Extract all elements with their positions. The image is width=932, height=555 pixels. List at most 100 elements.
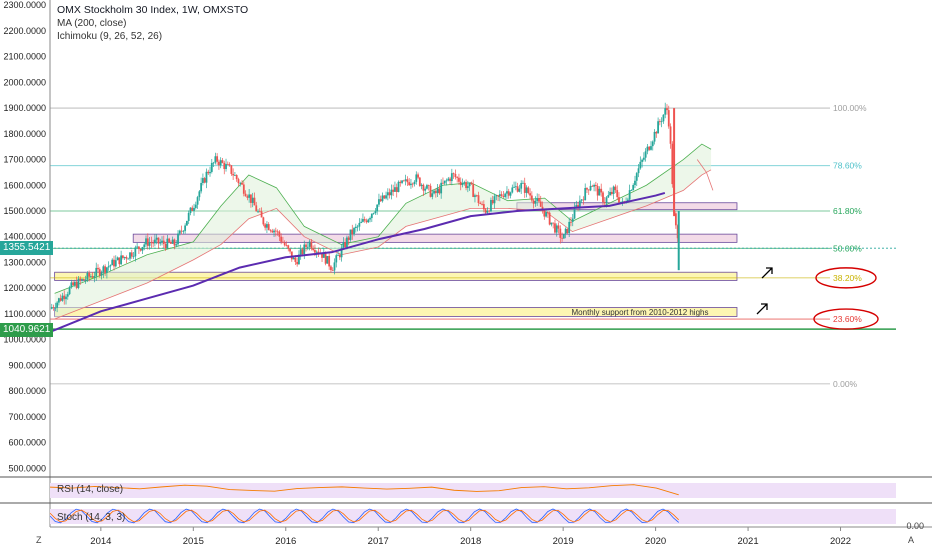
chart-legend: OMX Stockholm 30 Index, 1W, OMXSTO MA (2…	[57, 4, 248, 43]
candle-body	[257, 211, 259, 213]
candle-body	[406, 179, 409, 183]
candle-body	[184, 225, 187, 231]
candle-body	[170, 242, 172, 244]
candle-body	[125, 257, 128, 259]
candle-body	[648, 146, 651, 150]
candle-body	[95, 267, 98, 277]
candle-body	[191, 207, 194, 211]
rsi-band	[50, 483, 896, 498]
candle-body	[429, 185, 432, 197]
candle-body	[63, 295, 66, 300]
y-tick-label: 900.0000	[8, 360, 46, 370]
candle-body	[372, 213, 375, 214]
candle-body	[354, 226, 357, 228]
ichimoku-legend[interactable]: Ichimoku (9, 26, 52, 26)	[57, 31, 163, 42]
candle-body	[602, 192, 604, 203]
candle-body	[241, 182, 243, 185]
candle-body	[290, 251, 293, 260]
candle-body	[536, 198, 539, 201]
stoch-label[interactable]: Stoch (14, 3, 3)	[57, 512, 126, 523]
y-tick-label: 1300.0000	[3, 257, 46, 267]
candle-body	[449, 178, 451, 182]
y-tick-label: 800.0000	[8, 386, 46, 396]
candle-body	[658, 121, 661, 123]
ma-legend[interactable]: MA (200, close)	[57, 18, 127, 29]
y-tick-label: 1200.0000	[3, 283, 46, 293]
candle-body	[450, 173, 453, 182]
candle-body	[148, 242, 151, 246]
candle-body	[347, 237, 350, 240]
candle-body	[139, 248, 142, 251]
candle-body	[315, 251, 318, 253]
candle-body	[202, 178, 204, 183]
x-tick-label: 2017	[368, 536, 389, 547]
candle-body	[482, 204, 485, 210]
candle-body	[653, 131, 656, 142]
x-tick-label: 2019	[553, 536, 574, 547]
candle-body	[200, 182, 203, 192]
candle-body	[333, 262, 336, 271]
y-tick-label: 1500.0000	[3, 206, 46, 216]
ma200-line	[49, 192, 666, 333]
candle-body	[134, 247, 137, 257]
candle-body	[440, 182, 443, 194]
candle-body	[266, 224, 268, 228]
candle-body	[182, 230, 185, 232]
highlight-ellipse	[813, 308, 879, 330]
rsi-label[interactable]: RSI (14, close)	[57, 484, 124, 495]
y-tick-label: 1700.0000	[3, 155, 46, 165]
candle-body	[216, 156, 219, 162]
candle-body	[105, 267, 108, 273]
candle-body	[75, 281, 78, 288]
y-tick-label: 2100.0000	[3, 52, 46, 62]
candle-body	[385, 195, 387, 199]
candle-body	[123, 257, 126, 258]
candle-body	[554, 223, 556, 233]
candle-body	[328, 256, 331, 267]
candle-body	[210, 162, 213, 172]
candle-body	[392, 189, 395, 192]
candle-body	[593, 184, 595, 187]
candle-body	[189, 207, 192, 214]
candle-body	[634, 180, 636, 186]
up-arrow-icon	[761, 267, 773, 279]
candle-body	[145, 238, 147, 245]
candle-body	[584, 187, 587, 201]
candle-body	[514, 186, 517, 188]
candle-body	[150, 242, 153, 243]
candle-body	[337, 254, 339, 256]
candle-body	[621, 201, 624, 203]
candle-body	[162, 240, 165, 244]
stoch-value: 0.00	[906, 521, 924, 531]
candle-body	[77, 278, 80, 288]
y-tick-label: 600.0000	[8, 438, 46, 448]
candle-body	[447, 178, 450, 181]
candle-body	[296, 261, 299, 265]
zoom-icon[interactable]: Z	[36, 535, 42, 545]
candle-body	[506, 191, 508, 194]
candle-body	[244, 193, 247, 197]
current-price-tag: 1355.5421	[0, 241, 54, 255]
candle-body	[504, 193, 507, 197]
candle-body	[394, 187, 396, 192]
candle-body	[555, 225, 558, 233]
candle-body	[587, 189, 590, 191]
candle-body	[541, 206, 544, 210]
support-price-tag: 1040.9621	[0, 323, 54, 337]
candle-body	[594, 184, 597, 186]
candle-body	[369, 218, 371, 220]
candle-body	[310, 241, 313, 249]
chart-title: OMX Stockholm 30 Index, 1W, OMXSTO	[57, 4, 249, 16]
candle-body	[248, 194, 251, 198]
auto-scale-icon[interactable]: A	[907, 535, 914, 545]
candle-body	[136, 246, 139, 248]
candle-body	[669, 126, 672, 144]
candle-body	[582, 199, 585, 201]
candle-body	[641, 159, 643, 162]
candle-body	[616, 190, 619, 198]
candle-body	[194, 204, 197, 208]
candle-body	[225, 164, 227, 170]
